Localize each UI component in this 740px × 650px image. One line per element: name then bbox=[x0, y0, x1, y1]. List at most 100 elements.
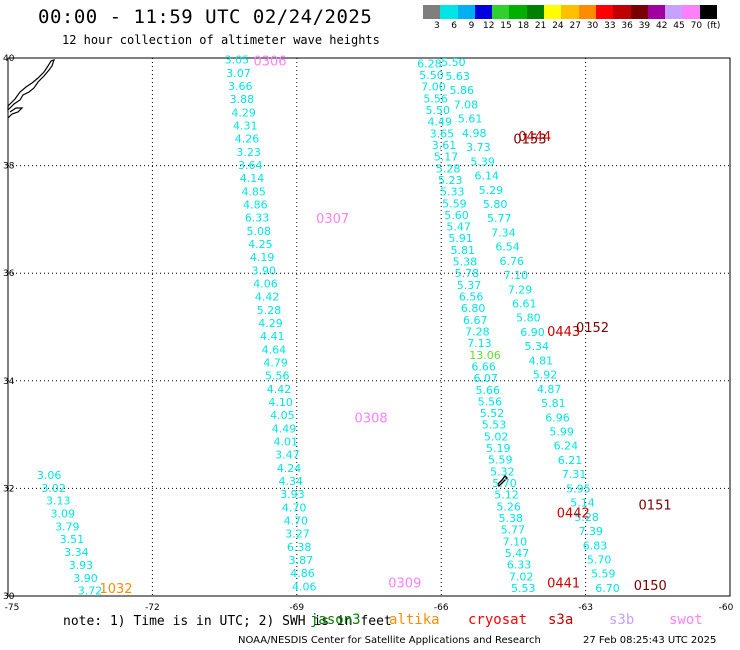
colorbar-swatch bbox=[613, 5, 631, 19]
wave-height-value: 5.34 bbox=[524, 340, 549, 353]
wave-height-value: 5.56 bbox=[478, 395, 503, 408]
wave-height-value: 6.70 bbox=[595, 582, 620, 595]
wave-height-value: 4.42 bbox=[255, 291, 280, 304]
wave-height-value: 3.47 bbox=[275, 449, 300, 462]
wave-height-value: 4.26 bbox=[235, 133, 260, 146]
pass-label: 0443 bbox=[547, 325, 580, 340]
wave-height-value: 13.06 bbox=[469, 349, 501, 362]
satellite-s3a-label: s3a bbox=[548, 612, 574, 628]
colorbar-swatch bbox=[509, 5, 527, 19]
wave-height-value: 5.92 bbox=[533, 369, 558, 382]
pass-label: 0153 bbox=[513, 133, 546, 148]
wave-height-value: 5.81 bbox=[541, 397, 566, 410]
wave-height-value: 6.21 bbox=[558, 454, 583, 467]
wave-height-value: 5.14 bbox=[570, 497, 595, 510]
colorbar-swatch bbox=[561, 5, 579, 19]
wave-height-value: 7.28 bbox=[465, 325, 490, 338]
wave-height-value: 3.07 bbox=[226, 67, 251, 80]
pass-label: 0152 bbox=[576, 321, 609, 336]
wave-height-value: 4.29 bbox=[258, 317, 283, 330]
wave-height-value: 5.47 bbox=[446, 221, 471, 234]
wave-height-value: 3.27 bbox=[285, 528, 310, 541]
lon-tick-label: -75 bbox=[5, 603, 20, 613]
map-title: 00:00 - 11:59 UTC 02/24/2025 bbox=[38, 6, 373, 28]
lon-tick-label: -60 bbox=[719, 603, 734, 613]
wave-height-value: 3.02 bbox=[41, 482, 66, 495]
wave-height-value: 5.17 bbox=[434, 151, 459, 164]
wave-height-value: 5.61 bbox=[458, 113, 483, 126]
wave-height-value: 5.38 bbox=[498, 512, 522, 525]
wave-height-value: 5.59 bbox=[488, 454, 513, 467]
wave-height-value: 6.66 bbox=[471, 360, 496, 373]
wave-height-value: 5.91 bbox=[448, 232, 473, 245]
wave-height-value: 7.10 bbox=[503, 535, 528, 548]
wave-height-value: 4.98 bbox=[462, 127, 487, 140]
colorbar-tick-label: 36 bbox=[621, 21, 633, 31]
satellite-cryosat-label: cryosat bbox=[468, 612, 528, 628]
wave-height-value: 7.29 bbox=[508, 283, 533, 296]
wave-height-value: 4.70 bbox=[284, 514, 309, 527]
wave-height-value: 5.32 bbox=[490, 465, 515, 478]
wave-height-value: 5.38 bbox=[453, 256, 478, 269]
map-subtitle: 12 hour collection of altimeter wave hei… bbox=[62, 33, 380, 47]
wave-height-value: 7.34 bbox=[491, 226, 516, 239]
coastline-nova-scotia bbox=[7, 59, 55, 112]
wave-height-value: 4.24 bbox=[277, 462, 302, 475]
lat-tick-label: 38 bbox=[3, 162, 15, 172]
wave-height-value: 4.41 bbox=[260, 330, 285, 343]
wave-height-value: 3.79 bbox=[55, 520, 80, 533]
colorbar-tick-label: 24 bbox=[552, 21, 564, 31]
wave-height-value: 4.86 bbox=[243, 198, 268, 211]
wave-height-value: 3.05 bbox=[225, 54, 250, 67]
wave-height-value: 4.86 bbox=[290, 567, 315, 580]
wave-height-colorbar bbox=[423, 5, 718, 19]
pass-label: 0306 bbox=[253, 55, 286, 70]
wave-height-value: 4.06 bbox=[292, 580, 317, 593]
wave-height-value: 4.01 bbox=[273, 435, 298, 448]
wave-height-value: 5.77 bbox=[487, 212, 512, 225]
wave-height-value: 7.39 bbox=[579, 525, 604, 538]
wave-height-value: 6.90 bbox=[520, 326, 545, 339]
colorbar-tick-label: 45 bbox=[673, 21, 685, 31]
wave-height-value: 3.90 bbox=[252, 264, 277, 277]
wave-height-value: 6.07 bbox=[473, 372, 498, 385]
wave-height-value: 4.31 bbox=[233, 119, 257, 132]
wave-height-value: 6.80 bbox=[461, 302, 486, 315]
wave-height-value: 3.93 bbox=[280, 488, 305, 501]
wave-height-value: 4.10 bbox=[268, 396, 293, 409]
wave-height-value: 5.77 bbox=[501, 524, 526, 537]
wave-height-value: 6.33 bbox=[245, 212, 269, 225]
pass-label: 0307 bbox=[316, 212, 349, 227]
wave-height-value: 5.63 bbox=[445, 70, 470, 83]
wave-height-value: 6.28 bbox=[417, 57, 442, 70]
pass-label: 0151 bbox=[639, 499, 672, 514]
colorbar-swatch bbox=[630, 5, 648, 19]
colorbar-swatch bbox=[647, 5, 666, 19]
wave-height-value: 3.23 bbox=[236, 146, 261, 159]
wave-height-value: 5.33 bbox=[440, 186, 465, 199]
wave-height-value: 6.67 bbox=[463, 314, 488, 327]
lon-tick-label: -66 bbox=[434, 603, 449, 613]
wave-height-value: 3.09 bbox=[51, 508, 76, 521]
wave-height-value: 3.88 bbox=[230, 93, 255, 106]
wave-height-values: 3.053.073.663.884.294.314.263.233.644.14… bbox=[37, 54, 620, 598]
wave-height-value: 4.64 bbox=[262, 343, 287, 356]
satellite-swot-label: swot bbox=[669, 612, 703, 628]
colorbar-swatch bbox=[457, 5, 475, 19]
colorbar-tick-label: 70 bbox=[690, 21, 703, 31]
wave-height-value: 3.06 bbox=[37, 469, 62, 482]
lon-tick-label: -69 bbox=[289, 603, 304, 613]
colorbar-tick-label: 39 bbox=[638, 21, 651, 31]
wave-height-value: 3.34 bbox=[64, 546, 89, 559]
colorbar-swatch bbox=[526, 5, 545, 19]
wave-height-value: 5.28 bbox=[436, 162, 461, 175]
pass-label: 0441 bbox=[547, 577, 580, 592]
wave-height-value: 5.95 bbox=[566, 482, 591, 495]
wave-height-value: 5.56 bbox=[265, 370, 290, 383]
colorbar-tick-label: 21 bbox=[534, 21, 547, 31]
wave-height-value: 5.70 bbox=[492, 477, 516, 490]
wave-height-value: 5.23 bbox=[438, 174, 463, 187]
graticule bbox=[8, 58, 730, 596]
